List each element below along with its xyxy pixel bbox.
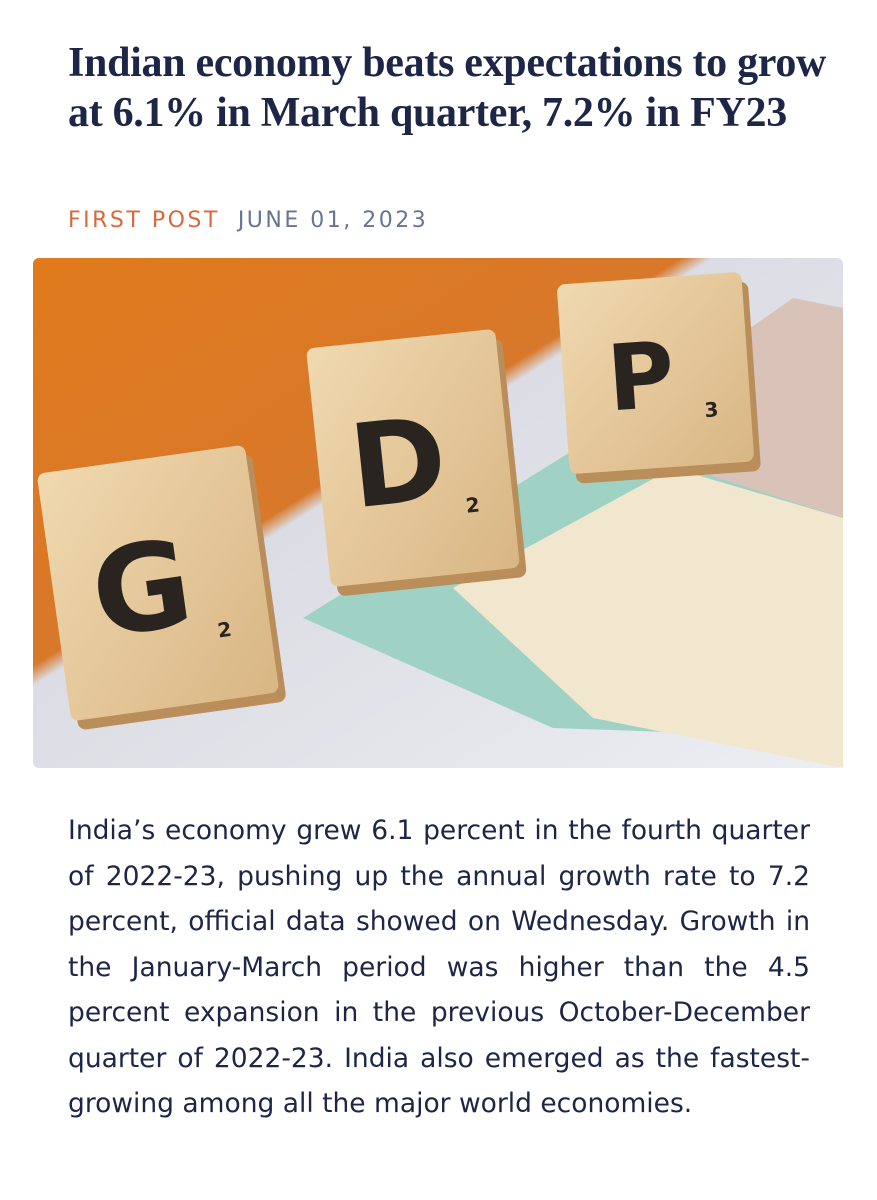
source[interactable]: FIRST POST xyxy=(68,208,220,233)
article-body: India’s economy grew 6.1 percent in the … xyxy=(68,815,810,1119)
banknote xyxy=(453,468,843,768)
tile-score: 3 xyxy=(704,397,720,422)
tile-face xyxy=(306,329,520,587)
tile-score: 2 xyxy=(465,492,481,517)
tile-face xyxy=(37,445,279,721)
tile-letter: D xyxy=(344,392,453,535)
date: JUNE 01, 2023 xyxy=(237,208,429,233)
headline: Indian economy beats expectations to gro… xyxy=(68,40,827,136)
tile-score: 2 xyxy=(216,617,233,643)
article-image: G 2D 2P 3 xyxy=(33,258,843,768)
tile-face xyxy=(557,272,754,474)
tile-letter: P xyxy=(604,321,678,432)
byline: FIRST POST JUNE 01, 2023 xyxy=(68,208,428,233)
tile-letter: G xyxy=(84,514,201,665)
